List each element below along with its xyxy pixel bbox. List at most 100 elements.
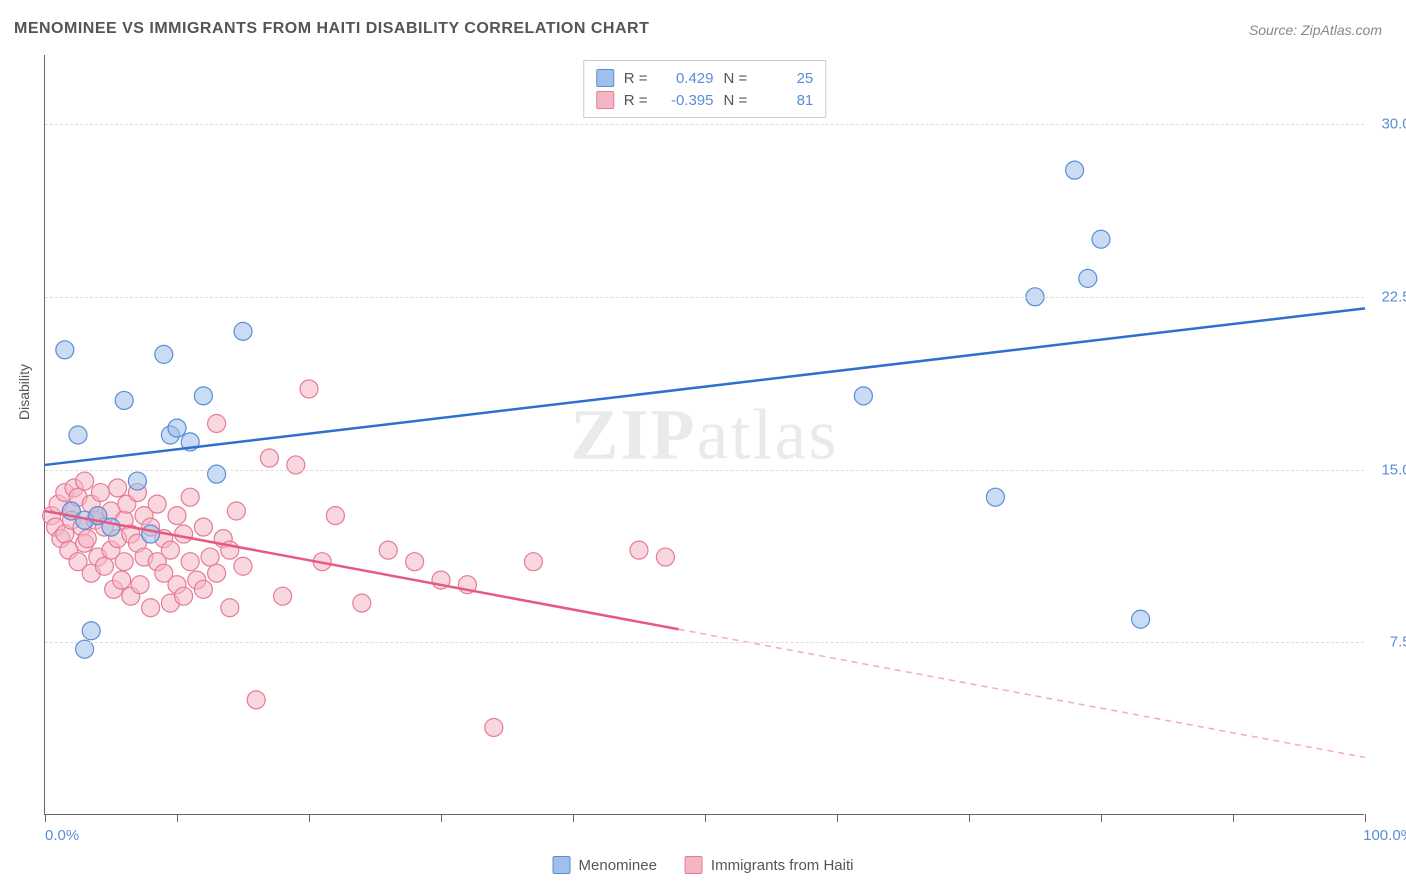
data-point bbox=[115, 391, 133, 409]
gridline-h bbox=[45, 642, 1364, 643]
data-point bbox=[131, 576, 149, 594]
data-point bbox=[109, 479, 127, 497]
y-tick-label: 15.0% bbox=[1374, 461, 1406, 478]
x-tick bbox=[441, 814, 442, 822]
data-point bbox=[353, 594, 371, 612]
data-point bbox=[91, 484, 109, 502]
data-point bbox=[260, 449, 278, 467]
data-point bbox=[986, 488, 1004, 506]
r-label: R = bbox=[624, 92, 648, 109]
x-tick bbox=[177, 814, 178, 822]
r-value-1: 0.429 bbox=[658, 70, 714, 87]
data-point bbox=[247, 691, 265, 709]
legend-label: Immigrants from Haiti bbox=[711, 857, 854, 874]
data-point bbox=[95, 557, 113, 575]
data-point bbox=[142, 599, 160, 617]
data-point bbox=[148, 495, 166, 513]
x-tick bbox=[1365, 814, 1366, 822]
x-axis-min: 0.0% bbox=[45, 827, 79, 844]
trend-line-dashed bbox=[679, 629, 1365, 757]
data-point bbox=[1092, 230, 1110, 248]
data-point bbox=[234, 557, 252, 575]
data-point bbox=[69, 426, 87, 444]
bottom-legend: Menominee Immigrants from Haiti bbox=[553, 856, 854, 874]
gridline-h bbox=[45, 297, 1364, 298]
y-tick-label: 22.5% bbox=[1374, 288, 1406, 305]
x-axis-max: 100.0% bbox=[1363, 827, 1406, 844]
swatch-menominee bbox=[596, 69, 614, 87]
swatch-menominee-bottom bbox=[553, 856, 571, 874]
data-point bbox=[208, 465, 226, 483]
x-tick bbox=[573, 814, 574, 822]
legend-row-1: R = 0.429 N = 25 bbox=[596, 67, 814, 89]
legend-label: Menominee bbox=[579, 857, 657, 874]
data-point bbox=[78, 530, 96, 548]
correlation-legend: R = 0.429 N = 25 R = -0.395 N = 81 bbox=[583, 60, 827, 118]
x-tick bbox=[309, 814, 310, 822]
data-point bbox=[208, 414, 226, 432]
source-label: Source: ZipAtlas.com bbox=[1249, 22, 1382, 38]
data-point bbox=[300, 380, 318, 398]
data-point bbox=[234, 322, 252, 340]
data-point bbox=[1132, 610, 1150, 628]
data-point bbox=[630, 541, 648, 559]
swatch-haiti-bottom bbox=[685, 856, 703, 874]
x-tick bbox=[969, 814, 970, 822]
data-point bbox=[656, 548, 674, 566]
gridline-h bbox=[45, 470, 1364, 471]
data-point bbox=[128, 472, 146, 490]
x-tick bbox=[45, 814, 46, 822]
n-label: N = bbox=[724, 92, 748, 109]
data-point bbox=[379, 541, 397, 559]
data-point bbox=[181, 488, 199, 506]
n-value-1: 25 bbox=[757, 70, 813, 87]
legend-row-2: R = -0.395 N = 81 bbox=[596, 89, 814, 111]
chart-svg bbox=[45, 55, 1364, 814]
data-point bbox=[208, 564, 226, 582]
data-point bbox=[854, 387, 872, 405]
n-label: N = bbox=[724, 70, 748, 87]
legend-item-haiti: Immigrants from Haiti bbox=[685, 856, 854, 874]
data-point bbox=[155, 345, 173, 363]
data-point bbox=[194, 518, 212, 536]
x-tick bbox=[837, 814, 838, 822]
data-point bbox=[102, 518, 120, 536]
swatch-haiti bbox=[596, 91, 614, 109]
gridline-h bbox=[45, 124, 1364, 125]
y-tick-label: 30.0% bbox=[1374, 116, 1406, 133]
y-axis-label: Disability bbox=[16, 364, 32, 420]
data-point bbox=[142, 525, 160, 543]
data-point bbox=[175, 587, 193, 605]
r-label: R = bbox=[624, 70, 648, 87]
data-point bbox=[406, 553, 424, 571]
data-point bbox=[274, 587, 292, 605]
data-point bbox=[326, 507, 344, 525]
x-tick bbox=[1101, 814, 1102, 822]
data-point bbox=[161, 541, 179, 559]
data-point bbox=[175, 525, 193, 543]
chart-title: MENOMINEE VS IMMIGRANTS FROM HAITI DISAB… bbox=[14, 20, 649, 38]
data-point bbox=[76, 472, 94, 490]
data-point bbox=[201, 548, 219, 566]
data-point bbox=[287, 456, 305, 474]
data-point bbox=[56, 341, 74, 359]
data-point bbox=[115, 553, 133, 571]
data-point bbox=[113, 571, 131, 589]
data-point bbox=[1079, 269, 1097, 287]
legend-item-menominee: Menominee bbox=[553, 856, 657, 874]
x-tick bbox=[1233, 814, 1234, 822]
data-point bbox=[194, 580, 212, 598]
data-point bbox=[194, 387, 212, 405]
y-tick-label: 7.5% bbox=[1374, 634, 1406, 651]
x-tick bbox=[705, 814, 706, 822]
data-point bbox=[524, 553, 542, 571]
data-point bbox=[181, 553, 199, 571]
r-value-2: -0.395 bbox=[658, 92, 714, 109]
data-point bbox=[82, 622, 100, 640]
data-point bbox=[168, 419, 186, 437]
data-point bbox=[485, 718, 503, 736]
plot-area: ZIPatlas R = 0.429 N = 25 R = -0.395 N =… bbox=[44, 55, 1364, 815]
n-value-2: 81 bbox=[757, 92, 813, 109]
data-point bbox=[221, 599, 239, 617]
data-point bbox=[1066, 161, 1084, 179]
